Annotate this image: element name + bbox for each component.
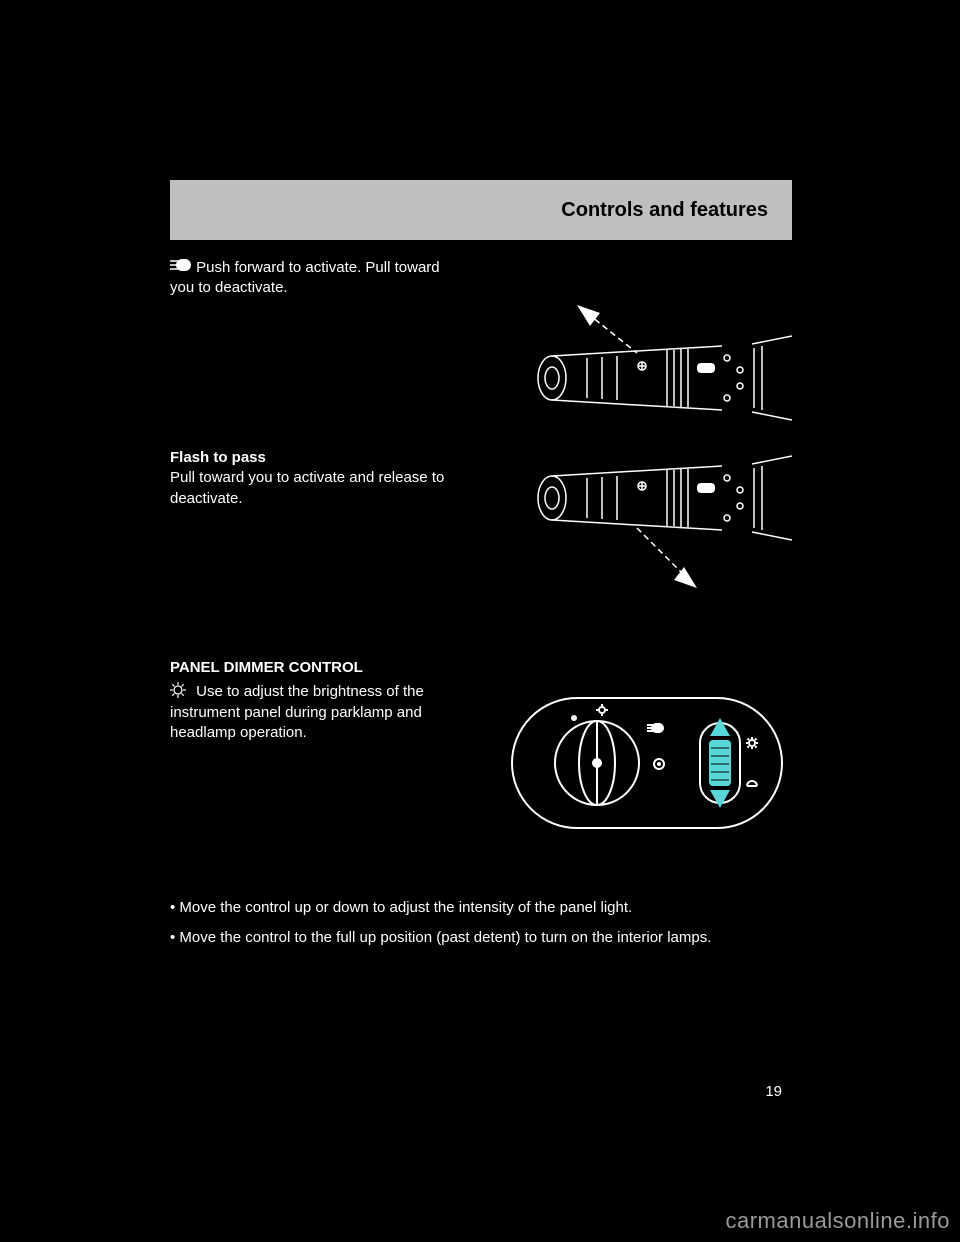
high-beam-icon [170,258,192,272]
dimmer-panel-diagram [502,688,792,838]
flash-to-pass-text: Flash to pass Pull toward you to activat… [170,448,460,509]
panel-dimmer-heading: PANEL DIMMER CONTROL [170,658,792,678]
panel-dimmer-text-block: Use to adjust the brightness of the inst… [170,682,460,743]
dimmer-icon [170,682,192,696]
flash-to-pass-heading: Flash to pass [170,448,460,468]
page-content: Push forward to activate. Pull toward yo… [170,240,792,949]
high-beams-text: Push forward to activate. Pull toward yo… [170,258,460,299]
panel-dimmer-p1: Use to adjust the brightness of the inst… [170,683,424,741]
section-header-title: Controls and features [561,199,768,222]
flash-to-pass-paragraph: Pull toward you to activate and release … [170,468,460,509]
section-flash-to-pass: Flash to pass Pull toward you to activat… [170,448,792,638]
section-panel-dimmer: PANEL DIMMER CONTROL [170,658,792,878]
watermark-text: carmanualsonline.info [725,1208,950,1234]
section-high-beams: Push forward to activate. Pull toward yo… [170,258,792,428]
stalk-push-diagram [492,258,792,428]
panel-dimmer-list: • Move the control up or down to adjust … [170,898,792,949]
panel-dimmer-p2: Move the control up or down to adjust th… [179,899,632,916]
panel-dimmer-p3: Move the control to the full up position… [179,929,711,946]
page-number: 19 [765,1083,782,1100]
page-container: Controls and features Push forward to ac… [170,180,792,1060]
section-header-bar: Controls and features [170,180,792,240]
stalk-pull-diagram [492,438,792,628]
high-beams-paragraph: Push forward to activate. Pull toward yo… [170,259,440,296]
